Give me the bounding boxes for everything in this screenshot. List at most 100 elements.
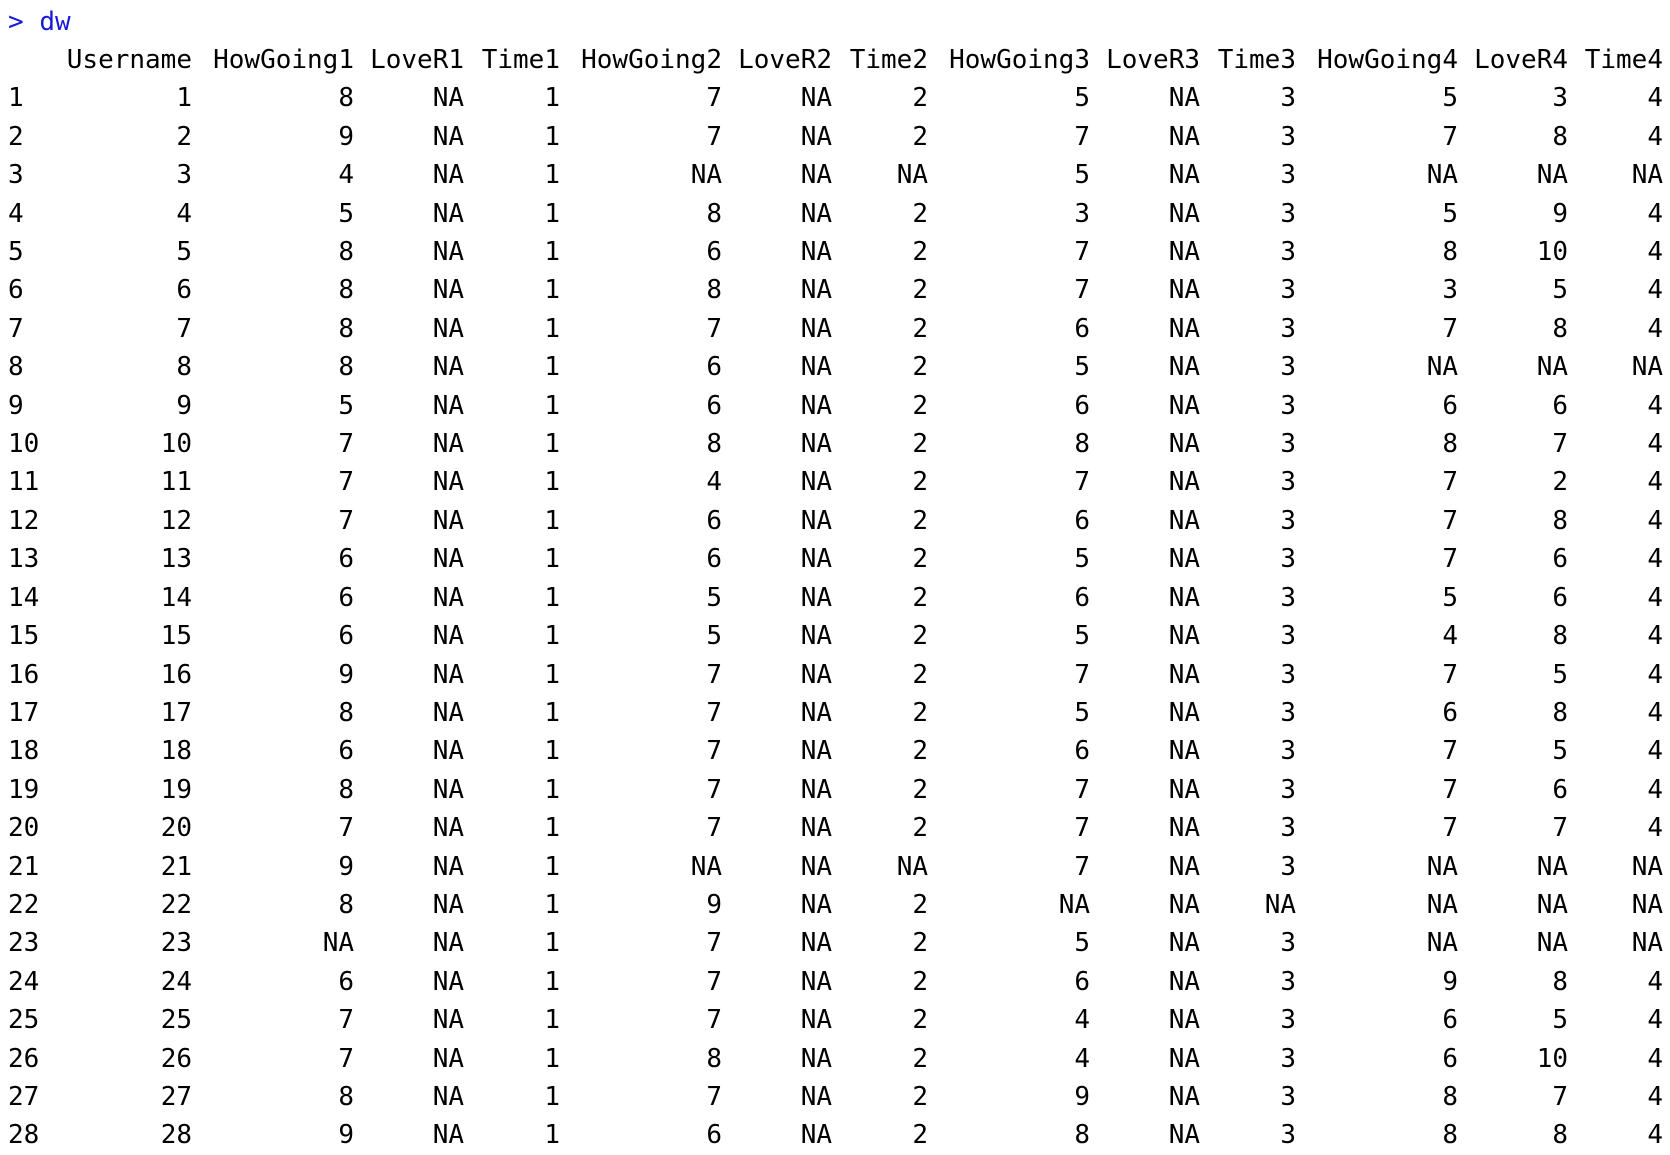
table-cell: 3 bbox=[1074, 198, 1090, 229]
table-row: 6 6 8 NA 1 8 NA 2 7 NA 3 3 5 4 bbox=[0, 271, 1663, 309]
row-name: 11 bbox=[8, 467, 40, 498]
table-cell: 1 bbox=[544, 544, 560, 575]
table-cell: 4 bbox=[1647, 275, 1663, 306]
table-cell: NA bbox=[800, 966, 832, 997]
table-cell: 6 bbox=[1442, 1005, 1458, 1036]
row-name: 5 bbox=[8, 237, 24, 268]
table-cell: NA bbox=[1426, 160, 1458, 191]
table-cell: 2 bbox=[912, 774, 928, 805]
table-cell: 2 bbox=[912, 1120, 928, 1151]
table-cell: 8 bbox=[1552, 313, 1568, 344]
table-cell: 7 bbox=[338, 505, 354, 536]
table-cell: 8 bbox=[338, 237, 354, 268]
table-cell: 7 bbox=[1074, 275, 1090, 306]
column-header: Time4 bbox=[1584, 45, 1663, 75]
row-name: 18 bbox=[8, 736, 40, 767]
table-cell: 6 bbox=[1074, 582, 1090, 613]
table-cell: 7 bbox=[1442, 505, 1458, 536]
table-cell: 7 bbox=[338, 1005, 354, 1036]
table-cell: 4 bbox=[1647, 83, 1663, 114]
table-cell: NA bbox=[800, 313, 832, 344]
table-cell: 4 bbox=[1647, 429, 1663, 460]
table-cell: NA bbox=[800, 659, 832, 690]
table-cell: NA bbox=[800, 505, 832, 536]
table-row: 26 26 7 NA 1 8 NA 2 4 NA 3 6 10 4 bbox=[0, 1040, 1663, 1078]
table-cell: NA bbox=[1168, 1120, 1200, 1151]
table-cell: 5 bbox=[1442, 83, 1458, 114]
table-cell: NA bbox=[1168, 1043, 1200, 1074]
table-cell: 1 bbox=[544, 313, 560, 344]
column-header: HowGoing2 bbox=[581, 45, 722, 75]
table-cell: 5 bbox=[1074, 83, 1090, 114]
table-cell: 7 bbox=[706, 928, 722, 959]
row-name: 7 bbox=[8, 313, 24, 344]
table-cell: 2 bbox=[912, 736, 928, 767]
table-cell: 24 bbox=[160, 966, 192, 997]
table-cell: 7 bbox=[706, 121, 722, 152]
table-row: 14 14 6 NA 1 5 NA 2 6 NA 3 5 6 4 bbox=[0, 579, 1663, 617]
table-cell: NA bbox=[1631, 928, 1663, 959]
row-name: 24 bbox=[8, 966, 40, 997]
table-cell: 5 bbox=[1074, 160, 1090, 191]
table-cell: NA bbox=[432, 928, 464, 959]
table-cell: 8 bbox=[338, 313, 354, 344]
table-cell: NA bbox=[800, 697, 832, 728]
table-cell: 2 bbox=[912, 697, 928, 728]
row-name: 21 bbox=[8, 851, 40, 882]
table-cell: 4 bbox=[1647, 813, 1663, 844]
table-cell: NA bbox=[432, 83, 464, 114]
table-cell: 3 bbox=[1280, 621, 1296, 652]
table-cell: NA bbox=[432, 275, 464, 306]
table-cell: 2 bbox=[912, 429, 928, 460]
table-cell: NA bbox=[1168, 813, 1200, 844]
table-cell: 3 bbox=[1280, 813, 1296, 844]
table-cell: 7 bbox=[1442, 659, 1458, 690]
table-cell: 5 bbox=[1552, 1005, 1568, 1036]
table-cell: NA bbox=[1168, 697, 1200, 728]
table-cell: 2 bbox=[912, 352, 928, 383]
table-cell: NA bbox=[1426, 928, 1458, 959]
table-cell: NA bbox=[1631, 889, 1663, 920]
table-cell: NA bbox=[1536, 851, 1568, 882]
table-cell: NA bbox=[1631, 851, 1663, 882]
table-cell: 26 bbox=[160, 1043, 192, 1074]
console-command: dw bbox=[39, 7, 71, 37]
table-row: 22 22 8 NA 1 9 NA 2 NA NA NA NA NA NA bbox=[0, 886, 1663, 924]
table-cell: 2 bbox=[176, 121, 192, 152]
table-cell: 1 bbox=[544, 83, 560, 114]
table-cell: NA bbox=[800, 467, 832, 498]
table-cell: 2 bbox=[912, 198, 928, 229]
row-name: 15 bbox=[8, 621, 40, 652]
table-cell: 10 bbox=[160, 429, 192, 460]
header-row: Username HowGoing1 LoveR1 Time1 HowGoing2 Lov… bbox=[0, 41, 1663, 79]
table-cell: 7 bbox=[706, 1081, 722, 1112]
console-command-line: > dw bbox=[8, 4, 71, 40]
table-cell: 3 bbox=[1280, 582, 1296, 613]
table-cell: 5 bbox=[706, 582, 722, 613]
table-cell: NA bbox=[432, 467, 464, 498]
table-cell: 7 bbox=[1442, 544, 1458, 575]
row-name: 10 bbox=[8, 429, 40, 460]
table-cell: 6 bbox=[176, 275, 192, 306]
table-cell: 4 bbox=[176, 198, 192, 229]
table-cell: 9 bbox=[706, 889, 722, 920]
table-cell: 2 bbox=[912, 582, 928, 613]
table-cell: 4 bbox=[1647, 966, 1663, 997]
table-cell: NA bbox=[432, 774, 464, 805]
table-cell: 3 bbox=[1442, 275, 1458, 306]
table-cell: 7 bbox=[706, 313, 722, 344]
table-cell: NA bbox=[896, 851, 928, 882]
table-cell: 7 bbox=[1442, 467, 1458, 498]
table-cell: 3 bbox=[1280, 429, 1296, 460]
row-name: 14 bbox=[8, 582, 40, 613]
table-cell: NA bbox=[800, 736, 832, 767]
table-cell: 6 bbox=[706, 237, 722, 268]
table-cell: 8 bbox=[338, 1081, 354, 1112]
table-row: 23 23 NA NA 1 7 NA 2 5 NA 3 NA NA NA bbox=[0, 924, 1663, 962]
column-header: LoveR1 bbox=[370, 45, 464, 75]
column-header: LoveR3 bbox=[1106, 45, 1200, 75]
table-cell: 7 bbox=[1552, 813, 1568, 844]
table-cell: 6 bbox=[706, 544, 722, 575]
table-cell: NA bbox=[800, 352, 832, 383]
table-cell: 8 bbox=[1552, 505, 1568, 536]
